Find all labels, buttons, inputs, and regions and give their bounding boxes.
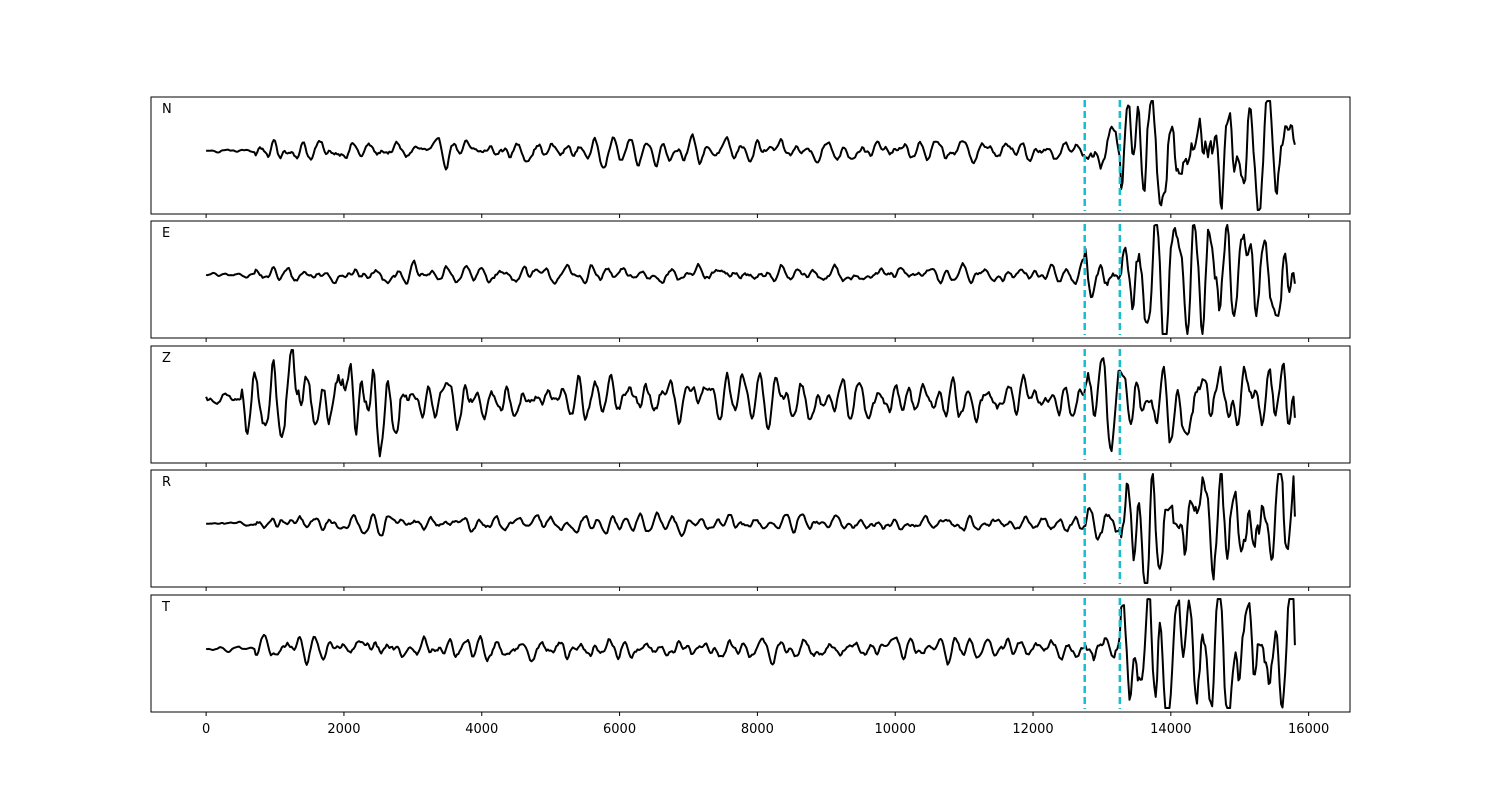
x-tick-label: 2000	[327, 722, 360, 737]
panel-frame	[150, 220, 1351, 339]
panel-label: R	[162, 475, 171, 490]
trace-line-e	[205, 224, 1296, 335]
x-tick-label: 14000	[1150, 722, 1191, 737]
panel-t: T	[150, 594, 1351, 716]
x-tick-label: 10000	[875, 722, 916, 737]
panel-n: N	[150, 96, 1351, 218]
panel-label: E	[162, 226, 170, 241]
trace-line-r	[206, 473, 1296, 584]
x-tick-label: 16000	[1288, 722, 1329, 737]
panel-frame	[150, 469, 1351, 588]
x-tick-label: 6000	[603, 722, 636, 737]
trace-line-t	[205, 598, 1296, 709]
x-axis: 0 2000 4000 6000 8000 10000 12000 14000 16000	[202, 722, 1329, 737]
trace-panels: N E Z R T	[150, 96, 1351, 716]
panel-e: E	[150, 220, 1351, 342]
trace-line-n	[206, 100, 1296, 211]
panel-frame	[150, 96, 1351, 215]
x-tick-label: 12000	[1012, 722, 1053, 737]
x-tick-label: 4000	[465, 722, 498, 737]
panel-frame	[150, 594, 1351, 713]
x-tick-label: 8000	[741, 722, 774, 737]
panel-label: N	[162, 102, 172, 117]
panel-r: R	[150, 469, 1351, 591]
trace-line-z	[205, 349, 1296, 458]
panel-frame	[150, 345, 1351, 464]
panel-z: Z	[150, 345, 1351, 467]
panel-label: Z	[162, 351, 171, 366]
panel-label: T	[161, 600, 170, 615]
x-tick-label: 0	[202, 722, 210, 737]
